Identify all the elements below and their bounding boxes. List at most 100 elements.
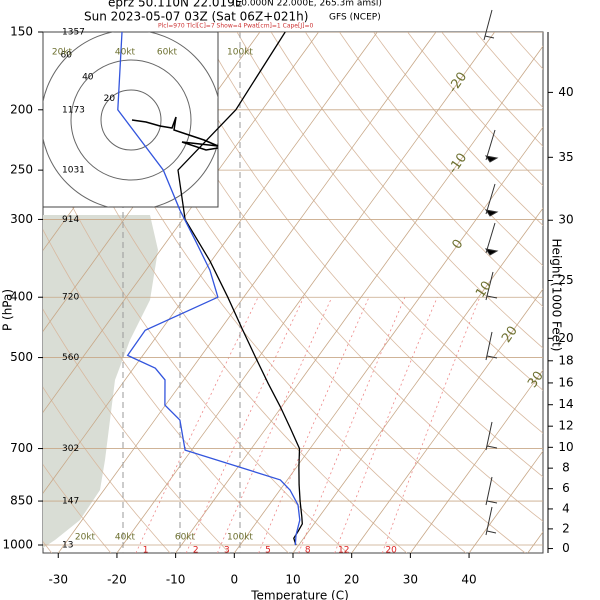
y-tick-label: 400: [10, 290, 33, 304]
level-height: 1357: [62, 28, 85, 38]
y-axis-label: P (hPa): [1, 289, 15, 331]
y2-tick-label: 14: [558, 397, 573, 411]
hodograph: 20 40 60: [42, 31, 219, 208]
source: GFS (NCEP): [329, 13, 381, 23]
y-tick-label: 150: [10, 25, 33, 39]
chart-subtitle: Sun 2023-05-07 03Z (Sat 06Z+021h): [84, 10, 308, 24]
mixing-ratio-label: 12: [338, 546, 349, 556]
wind-barb: [485, 476, 498, 506]
level-height: 560: [62, 353, 79, 363]
isotherm: [57, 32, 437, 553]
y2-tick-label: 30: [558, 213, 573, 227]
y2-tick-label: 35: [558, 150, 573, 164]
y2-tick-label: 2: [562, 521, 570, 535]
wind-barb: [485, 421, 498, 451]
grid-layer: [43, 32, 600, 553]
wind-barb: [484, 129, 499, 163]
y-tick-label: 200: [10, 102, 33, 116]
dry-adiabat: [270, 32, 543, 349]
dry-adiabat: [339, 32, 543, 267]
background-layer: [43, 215, 158, 548]
level-height: 13: [62, 541, 73, 551]
wind-barb: [484, 222, 499, 256]
mixing-ratio-line: [334, 297, 438, 553]
y2-tick-label: 25: [558, 273, 573, 287]
level-height: 1173: [62, 105, 85, 115]
mixing-ratio-label: 5: [265, 546, 271, 556]
y2-tick-label: 16: [558, 375, 573, 389]
y2-tick-label: 0: [562, 541, 570, 555]
wind-scale-label: 100kt: [227, 533, 253, 543]
profile-layer: [117, 32, 303, 546]
dry-adiabat: [43, 228, 289, 553]
wind-scale-label: 60kt: [175, 533, 196, 543]
dry-adiabat: [43, 463, 112, 553]
mixing-ratio-line: [381, 297, 481, 553]
hodograph-ring-label: 60: [60, 51, 72, 61]
chart-title-detail: (50.000N 22.000E, 265.3m amsl): [232, 0, 382, 9]
x-tick-label: -20: [107, 573, 127, 587]
mixing-ratio-label: 3: [224, 546, 230, 556]
mixing-ratio-label: 2: [193, 546, 199, 556]
chart-title: eprz 50.110N 22.019E: [108, 0, 242, 10]
y2-tick-label: 40: [558, 85, 573, 99]
level-height: 1031: [62, 166, 85, 176]
hodograph-frame: [42, 31, 219, 208]
x-tick-label: 30: [403, 573, 418, 587]
dry-adiabat: [373, 32, 543, 227]
x-tick-label: 0: [230, 573, 238, 587]
wind-barb: [483, 9, 495, 41]
mixing-ratio-label: 20: [385, 546, 397, 556]
mixing-ratio-line: [258, 297, 370, 553]
mixing-ratio-label: 8: [305, 546, 311, 556]
y2-tick-label: 20: [558, 331, 573, 345]
humidity-shading: [43, 215, 158, 548]
x-tick-label: 40: [461, 573, 476, 587]
y2-tick-label: 8: [562, 461, 570, 475]
wind-scale-label: 20kt: [52, 48, 73, 58]
isotherm: [43, 32, 319, 413]
wind-barb: [484, 183, 499, 217]
dry-adiabat: [202, 32, 543, 434]
y2-axis-label: Height (1000 Feet): [550, 239, 564, 352]
dry-adiabat: [407, 32, 543, 187]
mixing-ratio-line: [185, 297, 305, 553]
y-tick-label: 500: [10, 350, 33, 364]
hodograph-ring: [100, 89, 162, 151]
dry-adiabat: [578, 32, 600, 553]
mixing-ratio-line: [217, 297, 333, 553]
level-height: 914: [62, 215, 79, 225]
y2-tick-label: 6: [562, 481, 570, 495]
dry-adiabat: [236, 32, 543, 391]
dry-adiabat: [43, 308, 230, 553]
x-tick-label: -30: [48, 573, 68, 587]
mixing-ratio-line: [135, 297, 259, 553]
wind-scale-label: 60kt: [157, 48, 178, 58]
dry-adiabat: [441, 32, 543, 147]
x-tick-label: -10: [166, 573, 186, 587]
y2-tick-label: 12: [558, 419, 573, 433]
level-height: 302: [62, 444, 79, 454]
isotherm: [586, 32, 600, 553]
isotherm: [351, 288, 543, 553]
wind-scale-label: 100kt: [227, 48, 253, 58]
isotherm: [233, 126, 543, 553]
x-axis-label: Temperature (C): [250, 589, 349, 600]
mixing-ratio-label: 1: [143, 546, 149, 556]
hodograph-ring: [70, 59, 192, 181]
indices: Plcl=970 Tlcl[C]=7 Show=4 Pwat[cm]=1 Cap…: [158, 23, 313, 30]
y2-tick-label: 18: [558, 353, 573, 367]
wind-scale-label: 20kt: [75, 533, 96, 543]
y-tick-label: 1000: [2, 538, 33, 552]
wind-barb: [485, 271, 498, 301]
y-tick-label: 250: [10, 163, 33, 177]
hodograph-ring-label: 40: [82, 72, 94, 82]
wind-scale-label: 40kt: [115, 533, 136, 543]
y-tick-label: 850: [10, 494, 33, 508]
isotherm: [410, 369, 543, 553]
wind-scale-label: 40kt: [115, 48, 136, 58]
y2-tick-label: 4: [562, 501, 570, 515]
profile-line: [117, 32, 301, 546]
y-tick-label: 300: [10, 212, 33, 226]
